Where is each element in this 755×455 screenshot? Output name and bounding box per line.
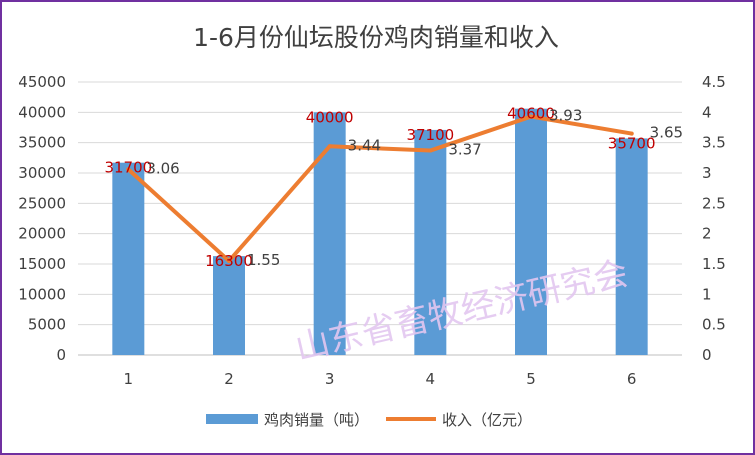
y-left-tick-label: 30000 (18, 164, 66, 182)
x-tick-label: 1 (124, 370, 134, 388)
y-left-tick-label: 10000 (18, 285, 66, 303)
bar-data-label: 35700 (608, 134, 656, 152)
y-right-tick-label: 1.5 (702, 255, 726, 273)
y-right-tick-label: 0 (702, 346, 712, 364)
gridlines (78, 81, 682, 356)
y-right-tick-label: 1 (702, 285, 712, 303)
x-tick-label: 5 (526, 370, 536, 388)
line-point (126, 167, 131, 172)
legend: 鸡肉销量（吨） 收入（亿元） (206, 411, 532, 429)
bar-data-label: 16300 (205, 252, 253, 270)
y-left-tick-label: 0 (56, 346, 66, 364)
bar-data-label: 31700 (104, 159, 152, 177)
line-data-label: 3.44 (348, 136, 381, 154)
x-tick-label: 4 (426, 370, 436, 388)
y-left-tick-label: 15000 (18, 255, 66, 273)
line-data-label: 3.93 (549, 107, 582, 125)
y-right-tick-label: 3 (702, 164, 712, 182)
y-right-tick-label: 3.5 (702, 134, 726, 152)
y-right-tick-label: 0.5 (702, 316, 726, 334)
bar (615, 138, 648, 355)
y-right-tick-label: 2.5 (702, 194, 726, 212)
y-left-tick-label: 40000 (18, 103, 66, 121)
bar (313, 112, 346, 355)
y-right-tick-label: 2 (702, 225, 712, 243)
legend-label-line: 收入（亿元） (442, 411, 532, 429)
bar (414, 129, 447, 355)
y-left-tick-label: 35000 (18, 134, 66, 152)
y-left-tick-label: 25000 (18, 194, 66, 212)
line-point (428, 148, 433, 153)
x-tick-label: 2 (224, 370, 234, 388)
line-data-label: 1.55 (247, 251, 280, 269)
bar (213, 256, 245, 355)
line-data-label: 3.37 (448, 141, 481, 159)
chart-title: 1-6月份仙坛股份鸡肉销量和收入 (193, 23, 559, 52)
bar-data-label: 37100 (406, 126, 454, 144)
y-left-tick-label: 5000 (28, 316, 66, 334)
data-labels: 31700 16300 40000 37100 40600 35700 3.06 1.55 3.… (104, 105, 683, 270)
bar-data-label: 40000 (306, 108, 354, 126)
line-data-label: 3.65 (650, 124, 683, 142)
line-path (126, 114, 634, 263)
line-data-label: 3.06 (146, 159, 179, 177)
y-left-tick-label: 45000 (18, 73, 66, 91)
bar-series (112, 108, 648, 356)
line-series (126, 114, 634, 263)
x-tick-label: 6 (627, 370, 637, 388)
x-tick-label: 3 (325, 370, 335, 388)
bar (515, 108, 547, 356)
line-point (227, 258, 231, 263)
legend-swatch-bar (206, 414, 258, 424)
legend-label-bar: 鸡肉销量（吨） (264, 411, 369, 429)
y-right-tick-label: 4 (702, 103, 712, 121)
bar (112, 162, 145, 355)
line-point (529, 114, 533, 119)
axes: 0 0 5000 0.5 10000 1 15000 1.5 20000 2 25000 2.5 300… (18, 73, 726, 388)
line-point (629, 131, 634, 136)
y-left-tick-label: 20000 (18, 225, 66, 243)
y-right-tick-label: 4.5 (702, 73, 726, 91)
line-point (327, 144, 332, 149)
bar-data-label: 40600 (507, 105, 555, 123)
